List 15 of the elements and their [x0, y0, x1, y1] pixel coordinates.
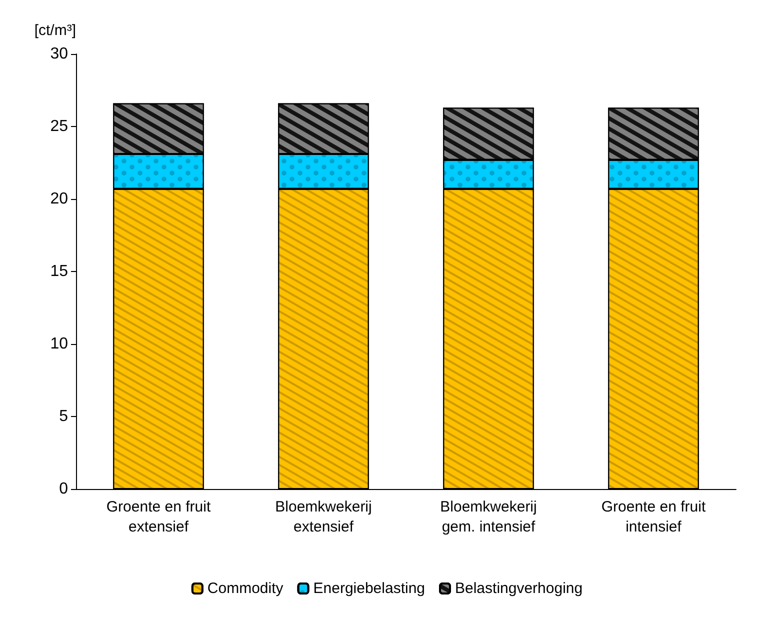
x-tick-label: Groente en fruit intensief	[601, 498, 706, 536]
y-tick-label: 20	[50, 190, 68, 208]
y-axis-title: [ct/m³]	[34, 22, 76, 39]
x-tick-label: Groente en fruit extensief	[106, 498, 212, 536]
legend-label: Belastingverhoging	[455, 580, 583, 597]
y-tick-label: 10	[50, 336, 68, 352]
legend-label: Commodity	[207, 580, 284, 597]
x-tick-label: Bloemkwekerij extensief	[275, 498, 372, 536]
y-tick-label: 5	[59, 408, 68, 425]
y-tick-label: 30	[50, 46, 68, 62]
y-tick-label: 0	[59, 480, 68, 498]
y-tick-label: 15	[50, 263, 68, 280]
legend-label: Energiebelasting	[313, 580, 426, 597]
x-tick-label: Bloemkwekerij gem. intensief	[440, 498, 537, 536]
y-tick-label: 25	[50, 118, 68, 135]
